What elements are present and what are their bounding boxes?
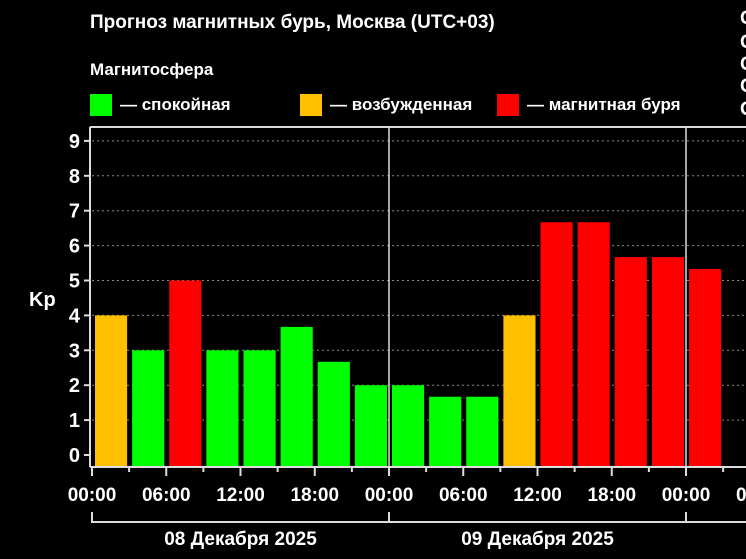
legend-item-storm: — магнитная буря xyxy=(497,93,681,117)
bar xyxy=(651,257,684,466)
chart-title: Прогноз магнитных бурь, Москва (UTC+03) xyxy=(90,12,495,33)
bar xyxy=(354,385,387,466)
legend-item-calm: — спокойная xyxy=(90,93,231,117)
bar xyxy=(614,257,647,466)
clipped-text: С xyxy=(740,99,746,121)
legend-label: — магнитная буря xyxy=(527,95,681,114)
bar xyxy=(317,361,350,466)
bar xyxy=(132,350,165,466)
clipped-text: С xyxy=(740,76,746,98)
legend-title: Магнитосфера xyxy=(90,60,214,79)
x-tick-label: 06:00 xyxy=(439,485,488,506)
legend-item-excited: — возбужденная xyxy=(300,93,472,117)
bar xyxy=(689,268,722,466)
clipped-text: С xyxy=(740,32,746,54)
y-tick-label: 0 xyxy=(69,445,80,467)
bar xyxy=(429,396,462,466)
x-tick-label: 18:00 xyxy=(587,485,636,506)
y-tick-label: 1 xyxy=(69,410,80,432)
x-tick-label: 00:00 xyxy=(365,485,414,506)
x-tick-label: 00:00 xyxy=(662,485,711,506)
legend-label: — возбужденная xyxy=(330,95,473,114)
x-tick-label: 12:00 xyxy=(216,485,265,506)
bar xyxy=(466,396,499,466)
bar xyxy=(169,280,202,466)
bar xyxy=(540,222,573,466)
x-tick-label: 06:00 xyxy=(736,485,746,506)
day-label: 09 Декабря 2025 xyxy=(461,529,614,550)
bar xyxy=(243,350,276,466)
legend-label: — спокойная xyxy=(120,95,231,114)
y-tick-label: 2 xyxy=(69,375,80,397)
bar xyxy=(206,350,239,466)
bar xyxy=(280,326,313,466)
x-tick-label: 00:00 xyxy=(68,485,117,506)
legend-swatch-calm xyxy=(90,94,112,116)
x-tick-label: 12:00 xyxy=(513,485,562,506)
bar xyxy=(95,315,128,466)
x-tick-label: 06:00 xyxy=(142,485,191,506)
day-label: 08 Декабря 2025 xyxy=(164,529,317,550)
y-tick-label: 4 xyxy=(69,305,81,327)
clipped-text: С xyxy=(740,54,746,76)
y-tick-label: 8 xyxy=(69,166,80,188)
y-tick-label: 3 xyxy=(69,340,80,362)
bar xyxy=(392,385,425,466)
bar xyxy=(503,315,536,466)
y-axis-label: Kp xyxy=(29,289,56,311)
x-tick-label: 18:00 xyxy=(290,485,339,506)
y-tick-label: 9 xyxy=(69,131,80,153)
clipped-text: С xyxy=(740,8,746,30)
y-tick-label: 5 xyxy=(69,271,80,293)
legend-swatch-excited xyxy=(300,94,322,116)
bar xyxy=(577,222,610,466)
y-tick-label: 7 xyxy=(69,201,80,223)
legend-swatch-storm xyxy=(497,94,519,116)
y-tick-label: 6 xyxy=(69,236,80,258)
